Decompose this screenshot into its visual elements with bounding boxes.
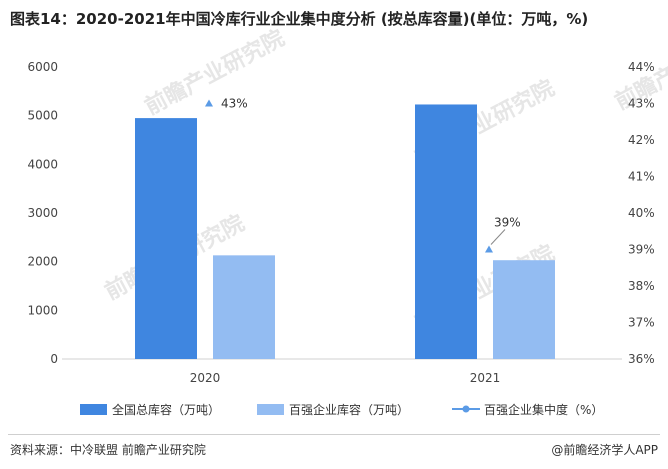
left-tick-label: 0 (50, 352, 58, 366)
concentration-marker (485, 245, 493, 253)
concentration-marker (205, 99, 213, 107)
legend: 全国总库容（万吨） 百强企业库容（万吨） 百强企业集中度（%） (80, 402, 603, 417)
category-label: 2020 (190, 371, 221, 385)
right-tick-label: 38% (628, 279, 655, 293)
concentration-label: 43% (221, 97, 248, 111)
bar-total-capacity (415, 104, 477, 360)
category-label: 2021 (470, 371, 501, 385)
right-tick-label: 43% (628, 97, 655, 111)
chart-title: 图表14：2020-2021年中国冷库行业企业集中度分析 (按总库容量)(单位：… (10, 10, 589, 28)
watermark-text: 前瞻产业研究院 (141, 25, 289, 120)
concentration-label: 39% (494, 216, 521, 230)
bar-top100-capacity (213, 255, 275, 359)
concentration-series: 43% 39% (205, 97, 521, 253)
category-labels: 2020 2021 (190, 371, 501, 385)
left-tick-label: 5000 (27, 109, 58, 123)
bars (135, 104, 555, 360)
right-tick-label: 39% (628, 243, 655, 257)
footer-divider (8, 434, 660, 435)
right-axis: 36% 37% 38% 39% 40% 41% 42% 43% 44% (628, 60, 655, 366)
legend-marker-concentration (462, 405, 470, 413)
legend-label: 全国总库容（万吨） (112, 402, 220, 417)
left-tick-label: 3000 (27, 206, 58, 220)
right-tick-label: 42% (628, 133, 655, 147)
credit-note: @前瞻经济学人APP (551, 443, 658, 457)
left-tick-label: 4000 (27, 157, 58, 171)
right-tick-label: 40% (628, 206, 655, 220)
legend-swatch-top100 (257, 404, 284, 415)
legend-swatch-total (80, 404, 107, 415)
right-tick-label: 36% (628, 352, 655, 366)
left-axis: 0 1000 2000 3000 4000 5000 6000 (27, 60, 58, 366)
bar-total-capacity (135, 118, 197, 359)
right-tick-label: 37% (628, 316, 655, 330)
bar-top100-capacity (493, 260, 555, 359)
left-tick-label: 1000 (27, 303, 58, 317)
source-note: 资料来源：中冷联盟 前瞻产业研究院 (10, 443, 206, 457)
label-leader-line (490, 229, 506, 245)
chart: 前瞻产业研究院前瞻产业研究院前瞻产业研究院前瞻产业研究院前瞻产业研究院 0100… (27, 20, 668, 417)
left-tick-label: 2000 (27, 255, 58, 269)
right-tick-label: 41% (628, 170, 655, 184)
right-tick-label: 44% (628, 60, 655, 74)
legend-label: 百强企业集中度（%） (484, 402, 603, 417)
left-tick-label: 6000 (27, 60, 58, 74)
legend-label: 百强企业库容（万吨） (289, 402, 409, 417)
